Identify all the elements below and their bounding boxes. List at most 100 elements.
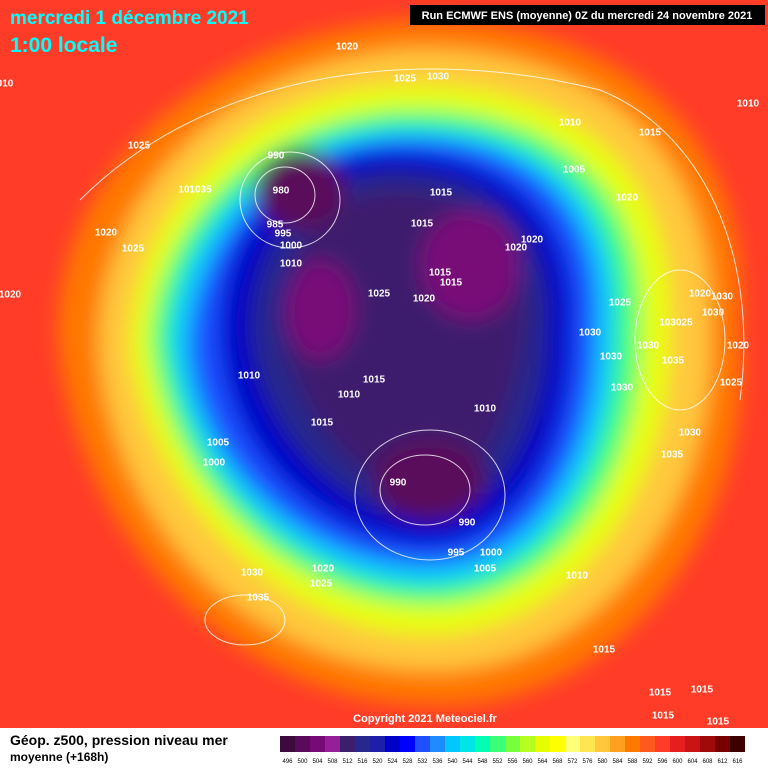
isobar-label: 101035 [178, 185, 212, 196]
isobar-label: 1035 [661, 450, 684, 461]
colorbar-label: 564 [537, 759, 548, 765]
isobar-label: 1015 [593, 645, 616, 656]
colorbar-label: 584 [612, 759, 623, 765]
colorbar-label: 532 [417, 759, 428, 765]
isobar-label: 1030 [679, 428, 702, 439]
colorbar-swatch [700, 736, 715, 752]
isobar-label: 1010 [737, 99, 760, 110]
isobar-label: 1030 [241, 568, 264, 579]
isobar-label: 1020 [95, 228, 118, 239]
isobar-label: 1020 [413, 294, 436, 305]
colorbar-swatch [520, 736, 535, 752]
isobar-label: 1010 [238, 371, 261, 382]
colorbar-label: 576 [582, 759, 593, 765]
isobar-label: 1015 [691, 685, 714, 696]
isobar-label: 1000 [280, 241, 303, 252]
colorbar-label: 504 [312, 759, 323, 765]
colorbar-swatch [535, 736, 550, 752]
colorbar-label: 544 [462, 759, 473, 765]
isobar-label: 1005 [563, 165, 586, 176]
time: 1:00 locale [10, 34, 117, 57]
colorbar-swatch [565, 736, 580, 752]
colorbar-label: 552 [492, 759, 503, 765]
isobar-label: 1015 [430, 188, 453, 199]
isobar-label: 1015 [411, 219, 434, 230]
isobar-label: 1030 [611, 383, 634, 394]
colorbar-swatch [730, 736, 745, 752]
isobar-label: 010 [0, 79, 14, 90]
isobar-label: 1010 [566, 571, 589, 582]
isobar-label: 1035 [662, 356, 685, 367]
isobar-label: 990 [390, 478, 407, 489]
colorbar-swatch [670, 736, 685, 752]
isobar-label: 1030 [600, 352, 623, 363]
colorbar-label: 600 [672, 759, 683, 765]
colorbar-label: 496 [282, 759, 293, 765]
colorbar-label: 540 [447, 759, 458, 765]
colorbar-swatch [640, 736, 655, 752]
colorbar-label: 588 [627, 759, 638, 765]
isobar-label: 1015 [440, 278, 463, 289]
colorbar-swatch [355, 736, 370, 752]
isobar-label: 1010 [338, 390, 361, 401]
colorbar-swatch [475, 736, 490, 752]
isobar-label: 1030 [427, 72, 450, 83]
isobar-label: 1030 [579, 328, 602, 339]
isobar-label: 1025 [128, 141, 151, 152]
colorbar-label: 572 [567, 759, 578, 765]
colorbar-label: 500 [297, 759, 308, 765]
colorbar-swatch [490, 736, 505, 752]
colorbar-swatch [310, 736, 325, 752]
colorbar-label: 616 [732, 759, 743, 765]
colorbar-swatch [385, 736, 400, 752]
isobar-label: 1025 [609, 298, 632, 309]
colorbar-swatch [280, 736, 295, 752]
colorbar: 496 500 504 508 512 516 520 524 528 532 536 540 544 5… [280, 736, 745, 765]
isobar-label: 1025 [394, 74, 417, 85]
colorbar-label: 608 [702, 759, 713, 765]
colorbar-label: 592 [642, 759, 653, 765]
colorbar-swatch [445, 736, 460, 752]
colorbar-swatch [430, 736, 445, 752]
isobar-label: 1015 [363, 375, 386, 386]
isobar-label: 1025 [720, 378, 743, 389]
isobar-label: 1010 [474, 404, 497, 415]
colorbar-label: 568 [552, 759, 563, 765]
isobar-label: 1010 [559, 118, 582, 129]
copyright: Copyright 2021 Meteociel.fr [353, 713, 497, 725]
isobar-label: 1020 [312, 564, 335, 575]
colorbar-label: 548 [477, 759, 488, 765]
isobar-label: 1025 [122, 244, 145, 255]
colorbar-swatch [715, 736, 730, 752]
legend-subtitle: moyenne (+168h) [10, 750, 108, 764]
date: mercredi 1 décembre 2021 [10, 8, 249, 29]
isobar-label: 1010 [280, 259, 303, 270]
colorbar-swatch [460, 736, 475, 752]
isobar-label: 1000 [203, 458, 226, 469]
run-info: Run ECMWF ENS (moyenne) 0Z du mercredi 2… [422, 10, 753, 22]
isobar-label: 995 [275, 229, 292, 240]
colorbar-label: 528 [402, 759, 413, 765]
isobar-label: 1015 [311, 418, 334, 429]
colorbar-label: 604 [687, 759, 698, 765]
colorbar-label: 520 [372, 759, 383, 765]
isobar-label: 1015 [707, 717, 730, 728]
colorbar-swatch [625, 736, 640, 752]
colorbar-swatch [595, 736, 610, 752]
colorbar-swatch [580, 736, 595, 752]
isobar-label: 1025 [368, 289, 391, 300]
colorbar-swatch [400, 736, 415, 752]
isobar-label: 990 [459, 518, 476, 529]
run-box [410, 5, 765, 25]
colorbar-label: 524 [387, 759, 398, 765]
colorbar-label: 596 [657, 759, 668, 765]
colorbar-swatch [415, 736, 430, 752]
isobar-label: 1015 [649, 688, 672, 699]
colorbar-swatch [550, 736, 565, 752]
colorbar-label: 508 [327, 759, 338, 765]
isobar-label: 103025 [659, 318, 693, 329]
isobar-label: 980 [273, 186, 290, 197]
isobar-label: 1020 [616, 193, 639, 204]
